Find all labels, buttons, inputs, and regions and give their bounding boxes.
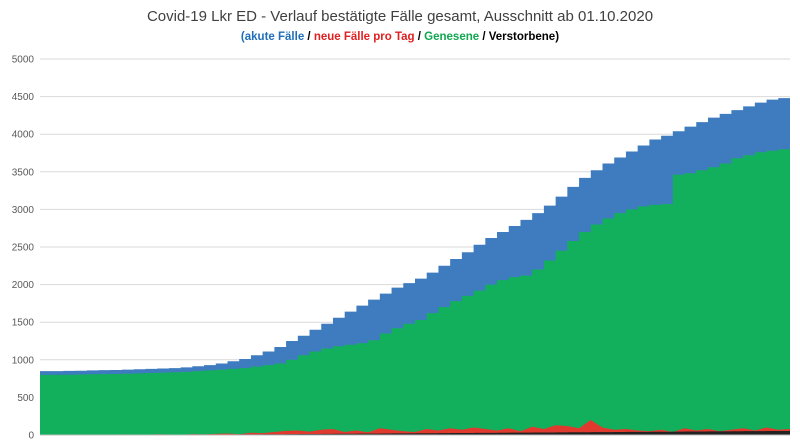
series-verstorbene-area [40,430,790,435]
y-tick-label: 0 [28,431,34,442]
y-tick-label: 3000 [12,205,35,216]
y-tick-label: 3500 [12,167,35,178]
legend-sep-2: / [414,31,425,43]
chart-subtitle: (akute Fälle / neue Fälle pro Tag / Gene… [0,31,800,43]
legend-genesene: Genesene [424,31,480,43]
y-tick-label: 5000 [12,55,35,66]
y-tick-label: 4500 [12,92,35,103]
subtitle-close: ) [555,31,560,43]
y-tick-label: 2500 [12,243,35,254]
y-tick-label: 4000 [12,130,35,141]
y-tick-label: 500 [17,393,34,404]
legend-verstorbene: Verstorbene [488,31,556,43]
legend-neue: neue Fälle pro Tag [313,31,415,43]
series-genesene-area [40,140,790,435]
legend-akute: akute Fälle [244,31,305,43]
legend-sep-1: / [304,31,314,43]
y-tick-label: 1000 [12,355,35,366]
y-tick-label: 1500 [12,318,35,329]
y-tick-label: 2000 [12,280,35,291]
legend-sep-3: / [479,31,489,43]
series-neue-faelle-area [40,419,790,435]
chart-title: Covid-19 Lkr ED - Verlauf bestätigte Fäl… [146,8,654,25]
subtitle-open: ( [240,31,245,43]
